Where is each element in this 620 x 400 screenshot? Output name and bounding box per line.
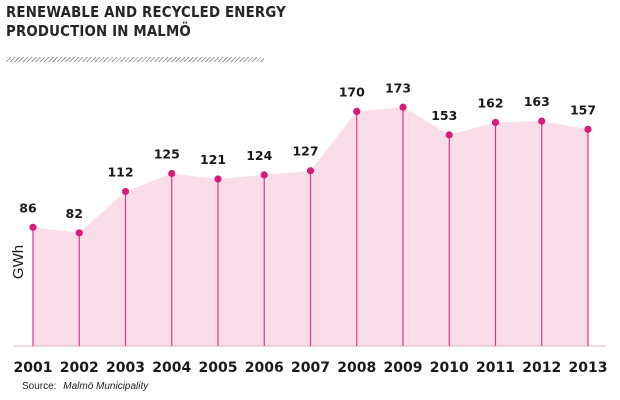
- x-tick-2005: 2005: [199, 360, 238, 376]
- data-label-2006: 124: [246, 148, 272, 163]
- x-tick-2010: 2010: [430, 360, 469, 376]
- data-label-2009: 173: [385, 80, 411, 95]
- data-label-2005: 121: [200, 152, 226, 167]
- data-point-2009: [399, 103, 407, 111]
- data-point-2007: [306, 167, 315, 175]
- data-label-2001: 86: [19, 200, 37, 215]
- data-point-2003: [121, 187, 130, 196]
- source-name: Malmö Municipality: [63, 381, 149, 392]
- x-tick-2007: 2007: [291, 360, 330, 376]
- data-point-2013: [584, 125, 592, 133]
- data-point-2008: [353, 107, 361, 115]
- title-underline-hatch: [6, 57, 264, 62]
- x-tick-2008: 2008: [337, 360, 376, 376]
- data-label-2007: 127: [292, 144, 318, 159]
- data-point-2012: [538, 117, 546, 125]
- data-point-2005: [214, 175, 222, 183]
- data-label-2008: 170: [339, 84, 365, 99]
- x-tick-2003: 2003: [106, 360, 145, 376]
- x-tick-2012: 2012: [522, 360, 561, 376]
- chart-title: RENEWABLE AND RECYCLED ENERGY PRODUCTION…: [6, 3, 286, 41]
- data-label-2010: 153: [431, 108, 457, 123]
- title-line-1: RENEWABLE AND RECYCLED ENERGY: [6, 3, 286, 21]
- data-point-2002: [75, 229, 83, 237]
- source-note: Source: Malmö Municipality: [22, 381, 148, 392]
- x-tick-2006: 2006: [245, 360, 284, 376]
- data-point-2010: [445, 131, 453, 139]
- data-point-2004: [168, 169, 176, 178]
- data-label-2011: 162: [477, 95, 503, 110]
- x-tick-2001: 2001: [14, 360, 53, 376]
- data-point-2011: [491, 118, 500, 127]
- data-point-2001: [29, 223, 37, 231]
- x-tick-2011: 2011: [476, 360, 515, 376]
- x-tick-2009: 2009: [384, 360, 423, 376]
- y-axis-label: GWh: [10, 245, 27, 279]
- x-tick-2013: 2013: [569, 360, 608, 376]
- x-tick-2004: 2004: [152, 360, 191, 376]
- data-label-2003: 112: [107, 164, 133, 179]
- data-label-2004: 125: [154, 147, 180, 162]
- data-point-2006: [260, 171, 268, 179]
- data-label-2002: 82: [66, 206, 83, 221]
- data-label-2012: 163: [524, 94, 550, 109]
- title-line-2: PRODUCTION IN MALMÖ: [6, 22, 191, 40]
- source-label: Source:: [22, 381, 57, 392]
- x-tick-2002: 2002: [60, 360, 99, 376]
- data-label-2013: 157: [570, 102, 596, 117]
